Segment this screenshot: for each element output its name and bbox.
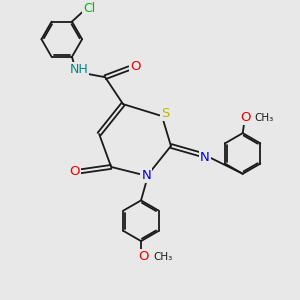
Text: Cl: Cl [83, 2, 95, 15]
Text: CH₃: CH₃ [154, 252, 173, 262]
Text: O: O [69, 165, 80, 178]
Text: O: O [240, 111, 250, 124]
Text: O: O [138, 250, 149, 263]
Text: NH: NH [69, 63, 88, 76]
Text: CH₃: CH₃ [255, 112, 274, 123]
Text: N: N [200, 151, 210, 164]
Text: O: O [130, 60, 141, 73]
Text: S: S [161, 107, 170, 120]
Text: N: N [142, 169, 151, 182]
